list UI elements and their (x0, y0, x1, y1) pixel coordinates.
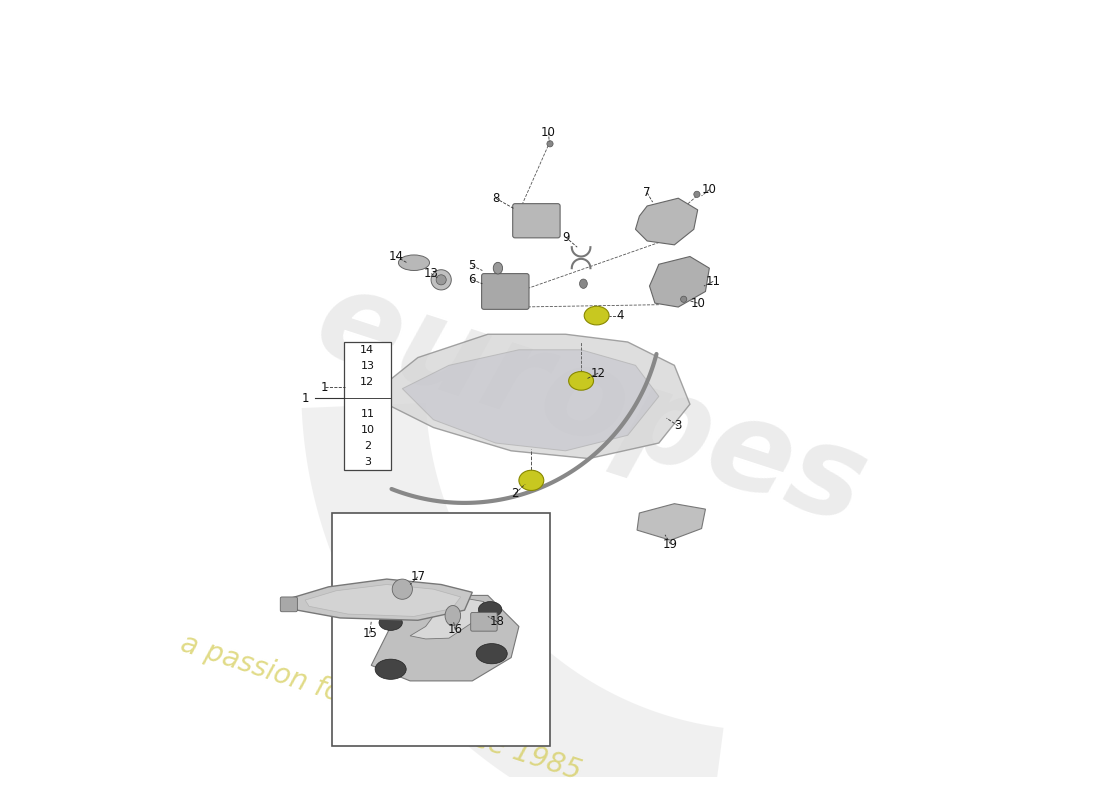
FancyBboxPatch shape (482, 274, 529, 310)
Ellipse shape (436, 274, 447, 285)
Text: 16: 16 (448, 623, 463, 636)
Ellipse shape (694, 191, 700, 198)
Text: 13: 13 (424, 267, 439, 280)
Text: 3: 3 (364, 458, 371, 467)
Ellipse shape (569, 371, 594, 390)
Text: 11: 11 (706, 275, 721, 288)
Text: 14: 14 (361, 345, 374, 355)
Text: 13: 13 (361, 361, 374, 371)
Text: 1: 1 (321, 381, 328, 394)
FancyBboxPatch shape (280, 597, 297, 612)
Text: 2: 2 (512, 487, 519, 500)
Ellipse shape (519, 470, 543, 490)
Ellipse shape (681, 296, 686, 302)
Text: 10: 10 (541, 126, 556, 138)
Ellipse shape (375, 659, 406, 679)
Ellipse shape (493, 262, 503, 274)
Bar (344, 342, 390, 470)
Text: 10: 10 (690, 297, 705, 310)
Polygon shape (305, 585, 461, 616)
Polygon shape (371, 595, 519, 681)
Text: 8: 8 (492, 192, 499, 205)
Text: 12: 12 (591, 366, 606, 379)
Text: 15: 15 (362, 627, 377, 640)
Ellipse shape (446, 606, 461, 626)
FancyBboxPatch shape (513, 204, 560, 238)
Text: 19: 19 (663, 538, 678, 550)
Text: 12: 12 (361, 377, 374, 387)
Text: 2: 2 (364, 442, 371, 451)
Ellipse shape (547, 141, 553, 147)
Polygon shape (636, 198, 697, 245)
Ellipse shape (584, 306, 609, 325)
Polygon shape (410, 595, 484, 639)
Ellipse shape (476, 643, 507, 664)
PathPatch shape (301, 403, 724, 800)
Polygon shape (403, 350, 659, 451)
Bar (332, 513, 550, 746)
Ellipse shape (478, 602, 502, 617)
FancyBboxPatch shape (471, 613, 497, 631)
Polygon shape (649, 257, 710, 307)
Text: 11: 11 (361, 409, 374, 419)
Text: 7: 7 (644, 186, 651, 199)
Text: 17: 17 (410, 570, 426, 583)
Text: 18: 18 (490, 615, 505, 628)
Text: 4: 4 (616, 309, 624, 322)
Text: europes: europes (301, 258, 881, 550)
Polygon shape (289, 579, 472, 620)
Text: 5: 5 (469, 259, 476, 272)
Ellipse shape (398, 255, 429, 270)
Polygon shape (637, 504, 705, 540)
Ellipse shape (431, 270, 451, 290)
Text: 6: 6 (469, 274, 476, 286)
Text: a passion for parts since 1985: a passion for parts since 1985 (177, 629, 584, 786)
Ellipse shape (379, 615, 403, 630)
Text: 1: 1 (301, 392, 309, 405)
Text: 14: 14 (388, 250, 404, 263)
Ellipse shape (580, 279, 587, 288)
Text: 10: 10 (361, 425, 374, 435)
Ellipse shape (393, 579, 412, 599)
Text: 3: 3 (674, 419, 682, 433)
Text: 9: 9 (562, 230, 570, 243)
Polygon shape (379, 334, 690, 458)
Text: 10: 10 (702, 183, 717, 196)
